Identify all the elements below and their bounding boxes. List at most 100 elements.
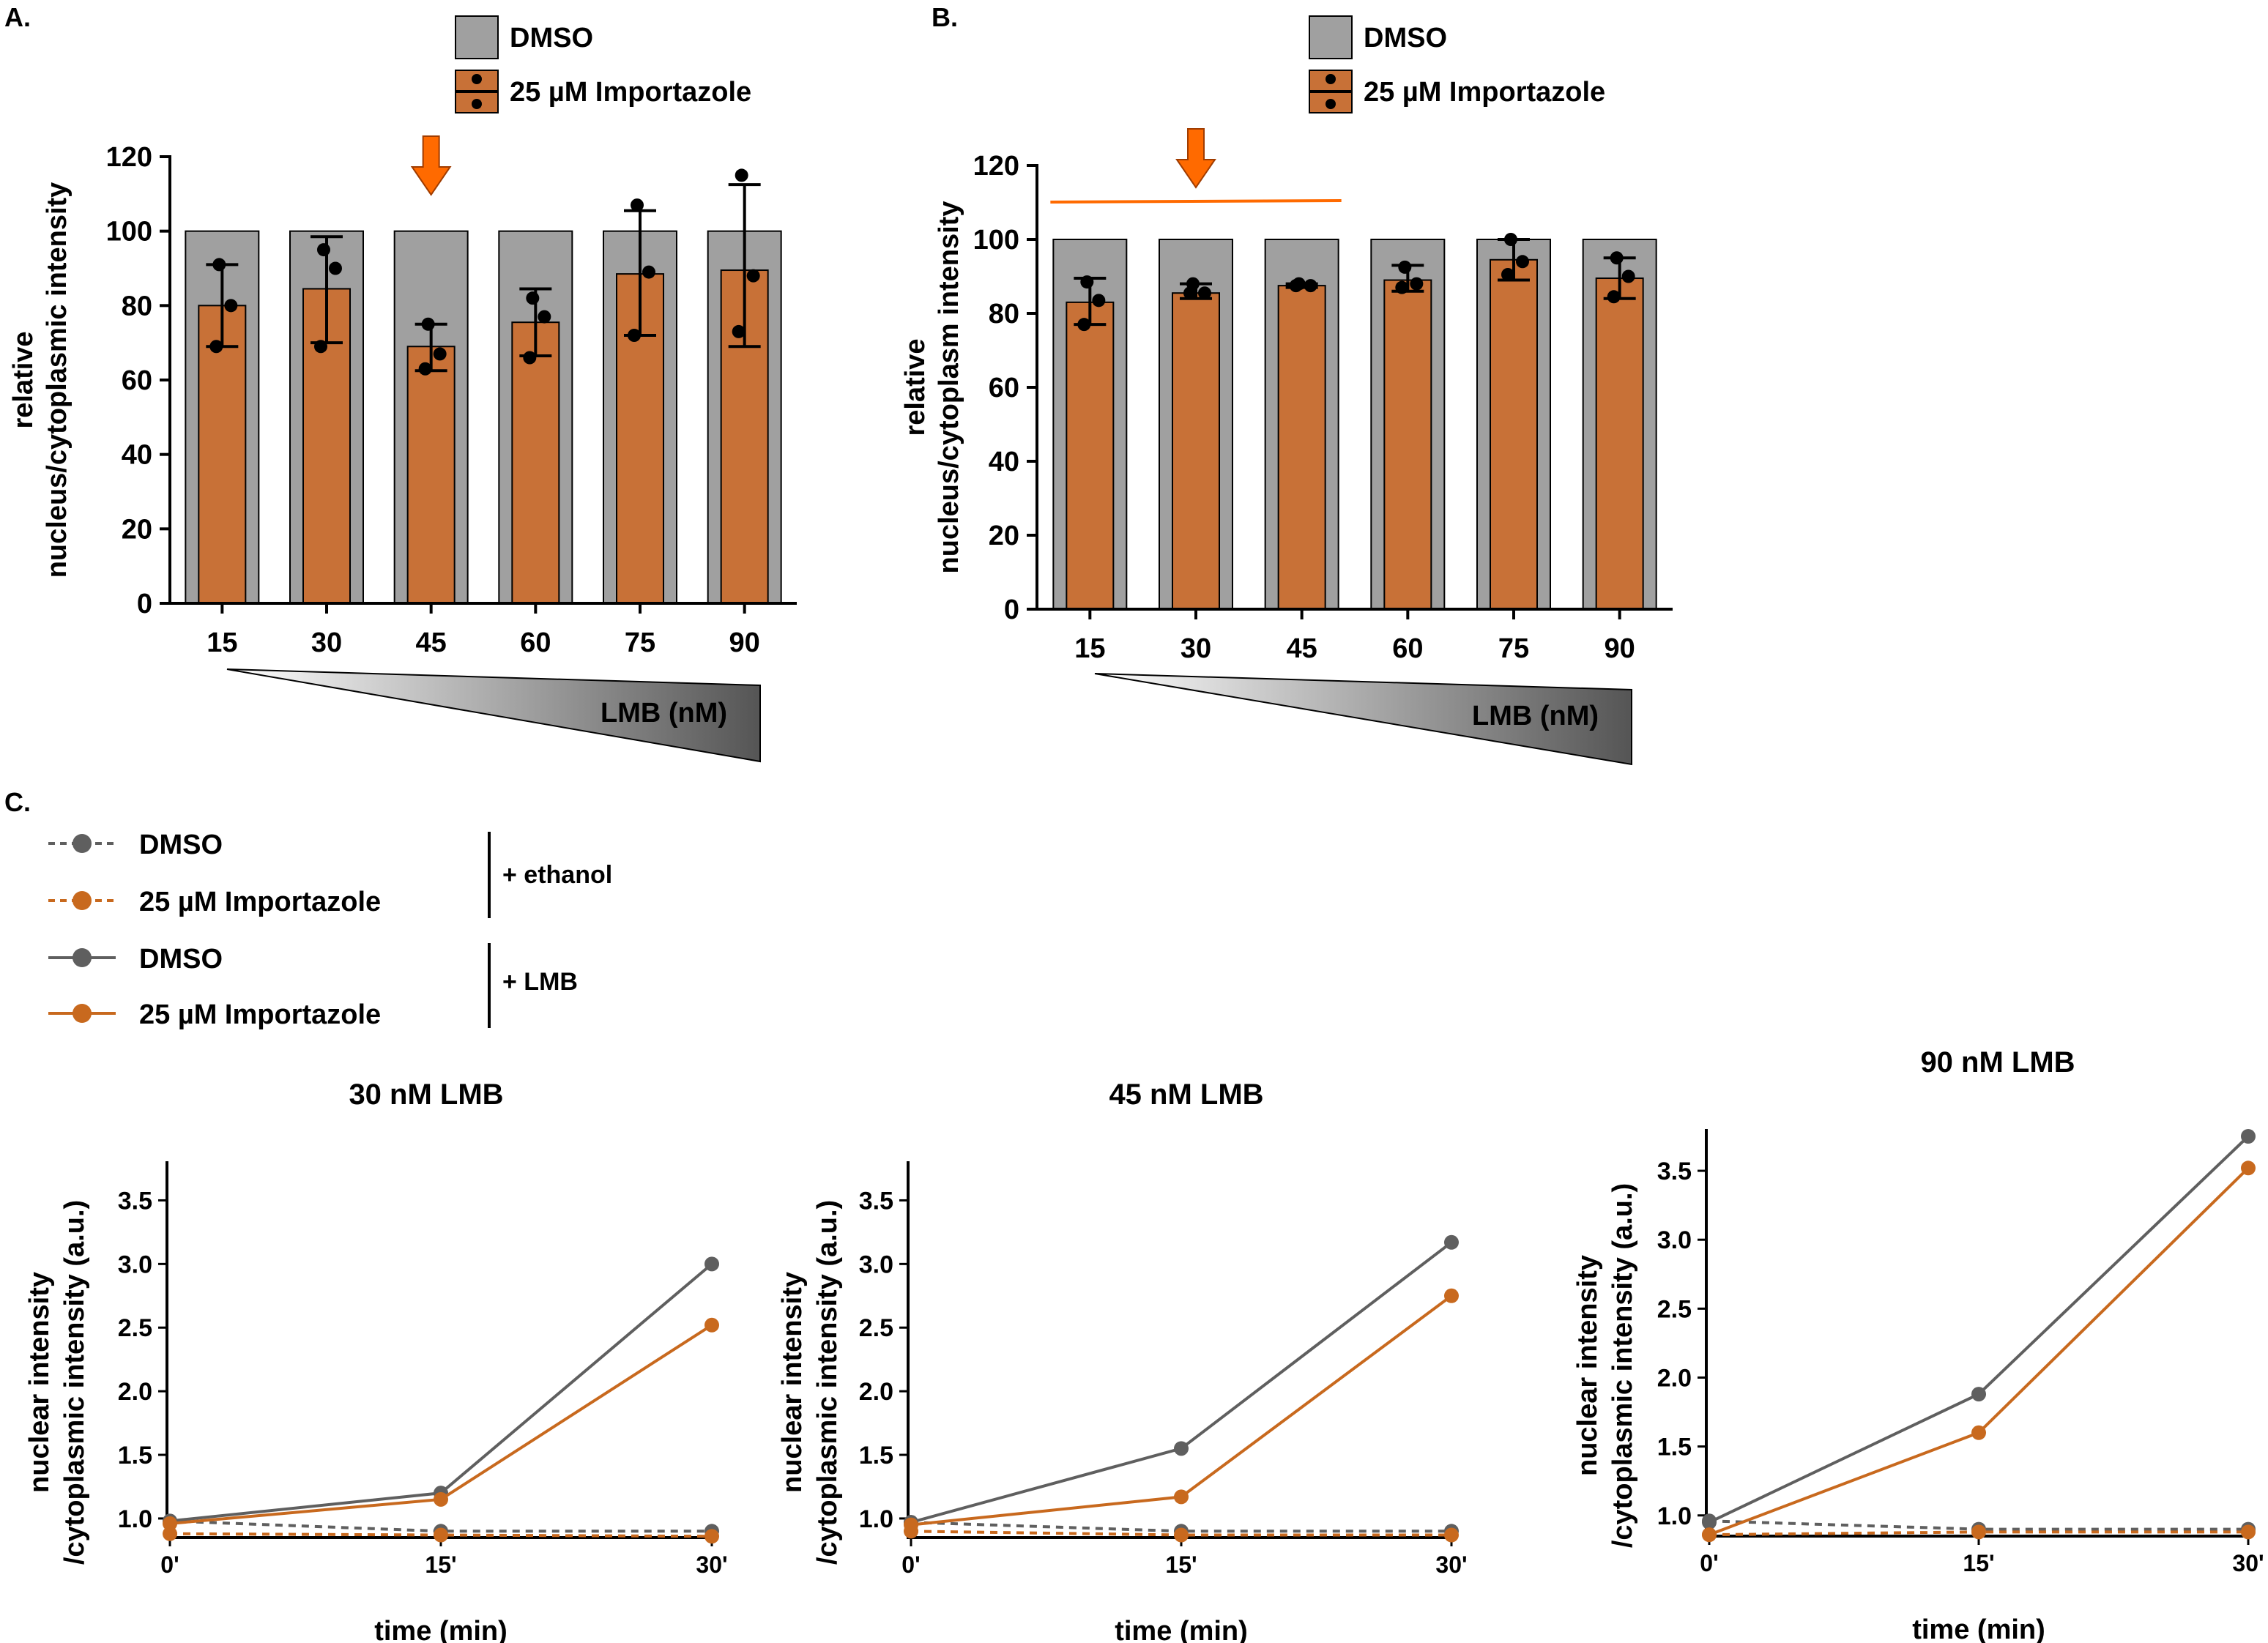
y-tick-label: 1.0 bbox=[859, 1505, 893, 1533]
data-point bbox=[1607, 290, 1621, 304]
series-point bbox=[1444, 1288, 1459, 1303]
series-point bbox=[434, 1491, 448, 1507]
lmb-gradient-a: LMB (nM) bbox=[226, 668, 761, 763]
series-point bbox=[704, 1317, 719, 1333]
line-chart-30nm: 30 nM LMB 1.0 1.5 2.0 2.5 3.0 3.5 0' 15' 30' time … bbox=[24, 1078, 728, 1643]
bar-importazole bbox=[1066, 301, 1115, 610]
line-chart-45nm: 45 nM LMB 1.0 1.5 2.0 2.5 3.0 3.5 0' 15' 30' time … bbox=[777, 1078, 1468, 1643]
x-tick-label: 90 bbox=[1605, 633, 1635, 664]
x-tick-label: 75 bbox=[1498, 633, 1529, 664]
y-axis-label: nuclear intensity bbox=[24, 1272, 55, 1493]
y-tick-label: 3.0 bbox=[1657, 1226, 1692, 1254]
x-tick-label: 30' bbox=[1435, 1551, 1467, 1578]
y-tick-label: 2.5 bbox=[1657, 1295, 1692, 1323]
data-point bbox=[1621, 269, 1635, 283]
x-tick-label: 30 bbox=[1181, 633, 1211, 664]
y-tick-label: 100 bbox=[106, 217, 152, 247]
y-tick-label: 120 bbox=[106, 142, 152, 173]
y-tick-label: 0 bbox=[137, 589, 152, 619]
legend-label-importazole: 25 µM Importazole bbox=[510, 77, 751, 108]
highlight-arrow bbox=[1175, 128, 1216, 189]
bar-importazole bbox=[1172, 292, 1220, 610]
data-point bbox=[1398, 260, 1412, 274]
legend-marker-importazole-lmb bbox=[72, 1004, 92, 1023]
y-tick-label: 3.5 bbox=[859, 1187, 893, 1215]
legend-swatch-dmso bbox=[455, 15, 499, 59]
series-line bbox=[1709, 1166, 2250, 1536]
y-tick-label: 60 bbox=[122, 365, 152, 396]
data-point bbox=[314, 340, 327, 354]
y-axis-label: /cytoplasmic intensity (a.u.) bbox=[1607, 1183, 1638, 1548]
lmb-gradient-label: LMB (nM) bbox=[1472, 701, 1599, 731]
legend-swatch-dot bbox=[472, 74, 482, 84]
legend-row-label: 25 µM Importazole bbox=[139, 999, 381, 1030]
bar-importazole bbox=[1490, 258, 1538, 610]
data-point bbox=[1289, 279, 1303, 293]
legend-swatch-dot bbox=[472, 99, 482, 109]
legend-group-ethanol: + ethanol bbox=[502, 861, 612, 889]
bar-importazole bbox=[1277, 285, 1326, 610]
x-tick-label: 90 bbox=[729, 627, 760, 658]
highlight-bracket bbox=[1050, 199, 1342, 204]
line-chart-title: 30 nM LMB bbox=[349, 1078, 503, 1111]
data-point bbox=[746, 269, 760, 283]
y-axis-label: nucleus/cytoplasm intensity bbox=[934, 201, 964, 574]
series-point bbox=[1971, 1387, 1986, 1402]
data-point bbox=[1092, 294, 1106, 308]
y-tick-label: 1.5 bbox=[859, 1442, 893, 1469]
y-tick-label: 2.0 bbox=[118, 1378, 152, 1406]
legend-group-lmb: + LMB bbox=[502, 968, 578, 996]
series-point bbox=[163, 1516, 177, 1531]
y-tick-label: 1.5 bbox=[1657, 1434, 1692, 1461]
lmb-gradient-label: LMB (nM) bbox=[601, 698, 727, 729]
y-axis-label: nucleus/cytoplasmic intensity bbox=[42, 182, 72, 578]
data-point bbox=[538, 310, 551, 324]
y-tick-label: 60 bbox=[989, 373, 1019, 403]
series-line bbox=[1709, 1135, 2250, 1524]
y-tick-label: 1.0 bbox=[1657, 1502, 1692, 1530]
data-point bbox=[735, 168, 748, 182]
legend-panel-c: DMSO 25 µM Importazole DMSO 25 µM Import… bbox=[48, 830, 612, 1030]
series-point bbox=[1971, 1425, 1986, 1440]
x-axis-label: time (min) bbox=[1912, 1614, 2045, 1643]
panel-label-a: A. bbox=[4, 2, 31, 32]
y-tick-label: 3.0 bbox=[118, 1251, 152, 1278]
data-point bbox=[526, 291, 540, 305]
series-point bbox=[434, 1527, 448, 1543]
data-point bbox=[523, 351, 537, 365]
y-axis-label: /cytoplasmic intensity (a.u.) bbox=[59, 1200, 90, 1565]
lmb-gradient-triangle bbox=[226, 668, 761, 763]
bar-importazole bbox=[406, 346, 456, 604]
x-tick-label: 0' bbox=[1700, 1550, 1718, 1576]
x-tick-label: 45 bbox=[1287, 633, 1317, 664]
data-point bbox=[1410, 277, 1424, 291]
data-point bbox=[1077, 318, 1091, 332]
data-point bbox=[1516, 255, 1529, 269]
y-tick-label: 20 bbox=[122, 514, 152, 545]
data-point bbox=[1198, 286, 1211, 300]
x-tick-label: 30 bbox=[311, 627, 342, 658]
series-point bbox=[904, 1517, 918, 1532]
bar-chart-b: 15 30 45 60 75 90 0 20 40 60 80 100 120 relative nucle… bbox=[900, 128, 1673, 664]
legend-swatch-dot bbox=[1326, 99, 1336, 109]
y-tick-label: 2.0 bbox=[1657, 1364, 1692, 1392]
legend-marker-dmso-ethanol bbox=[72, 834, 92, 853]
series-point bbox=[1702, 1515, 1717, 1530]
x-tick-label: 60 bbox=[1392, 633, 1423, 664]
data-point bbox=[224, 299, 238, 313]
panel-label-b: B. bbox=[932, 2, 958, 32]
series-line bbox=[169, 1519, 712, 1533]
y-tick-label: 3.5 bbox=[1657, 1158, 1692, 1185]
legend-row-label: 25 µM Importazole bbox=[139, 887, 381, 917]
x-axis-label: time (min) bbox=[1115, 1616, 1248, 1643]
legend-swatch-dot bbox=[1326, 74, 1336, 84]
data-point bbox=[1304, 279, 1317, 293]
bar-importazole bbox=[1383, 279, 1432, 610]
series-point bbox=[163, 1526, 177, 1541]
series-point bbox=[1971, 1524, 1986, 1540]
y-tick-label: 3.5 bbox=[118, 1187, 152, 1215]
data-point bbox=[212, 258, 226, 272]
line-chart-title: 45 nM LMB bbox=[1109, 1078, 1263, 1111]
legend-panel-a: DMSO 25 µM Importazole bbox=[455, 15, 751, 113]
data-point bbox=[642, 265, 655, 279]
